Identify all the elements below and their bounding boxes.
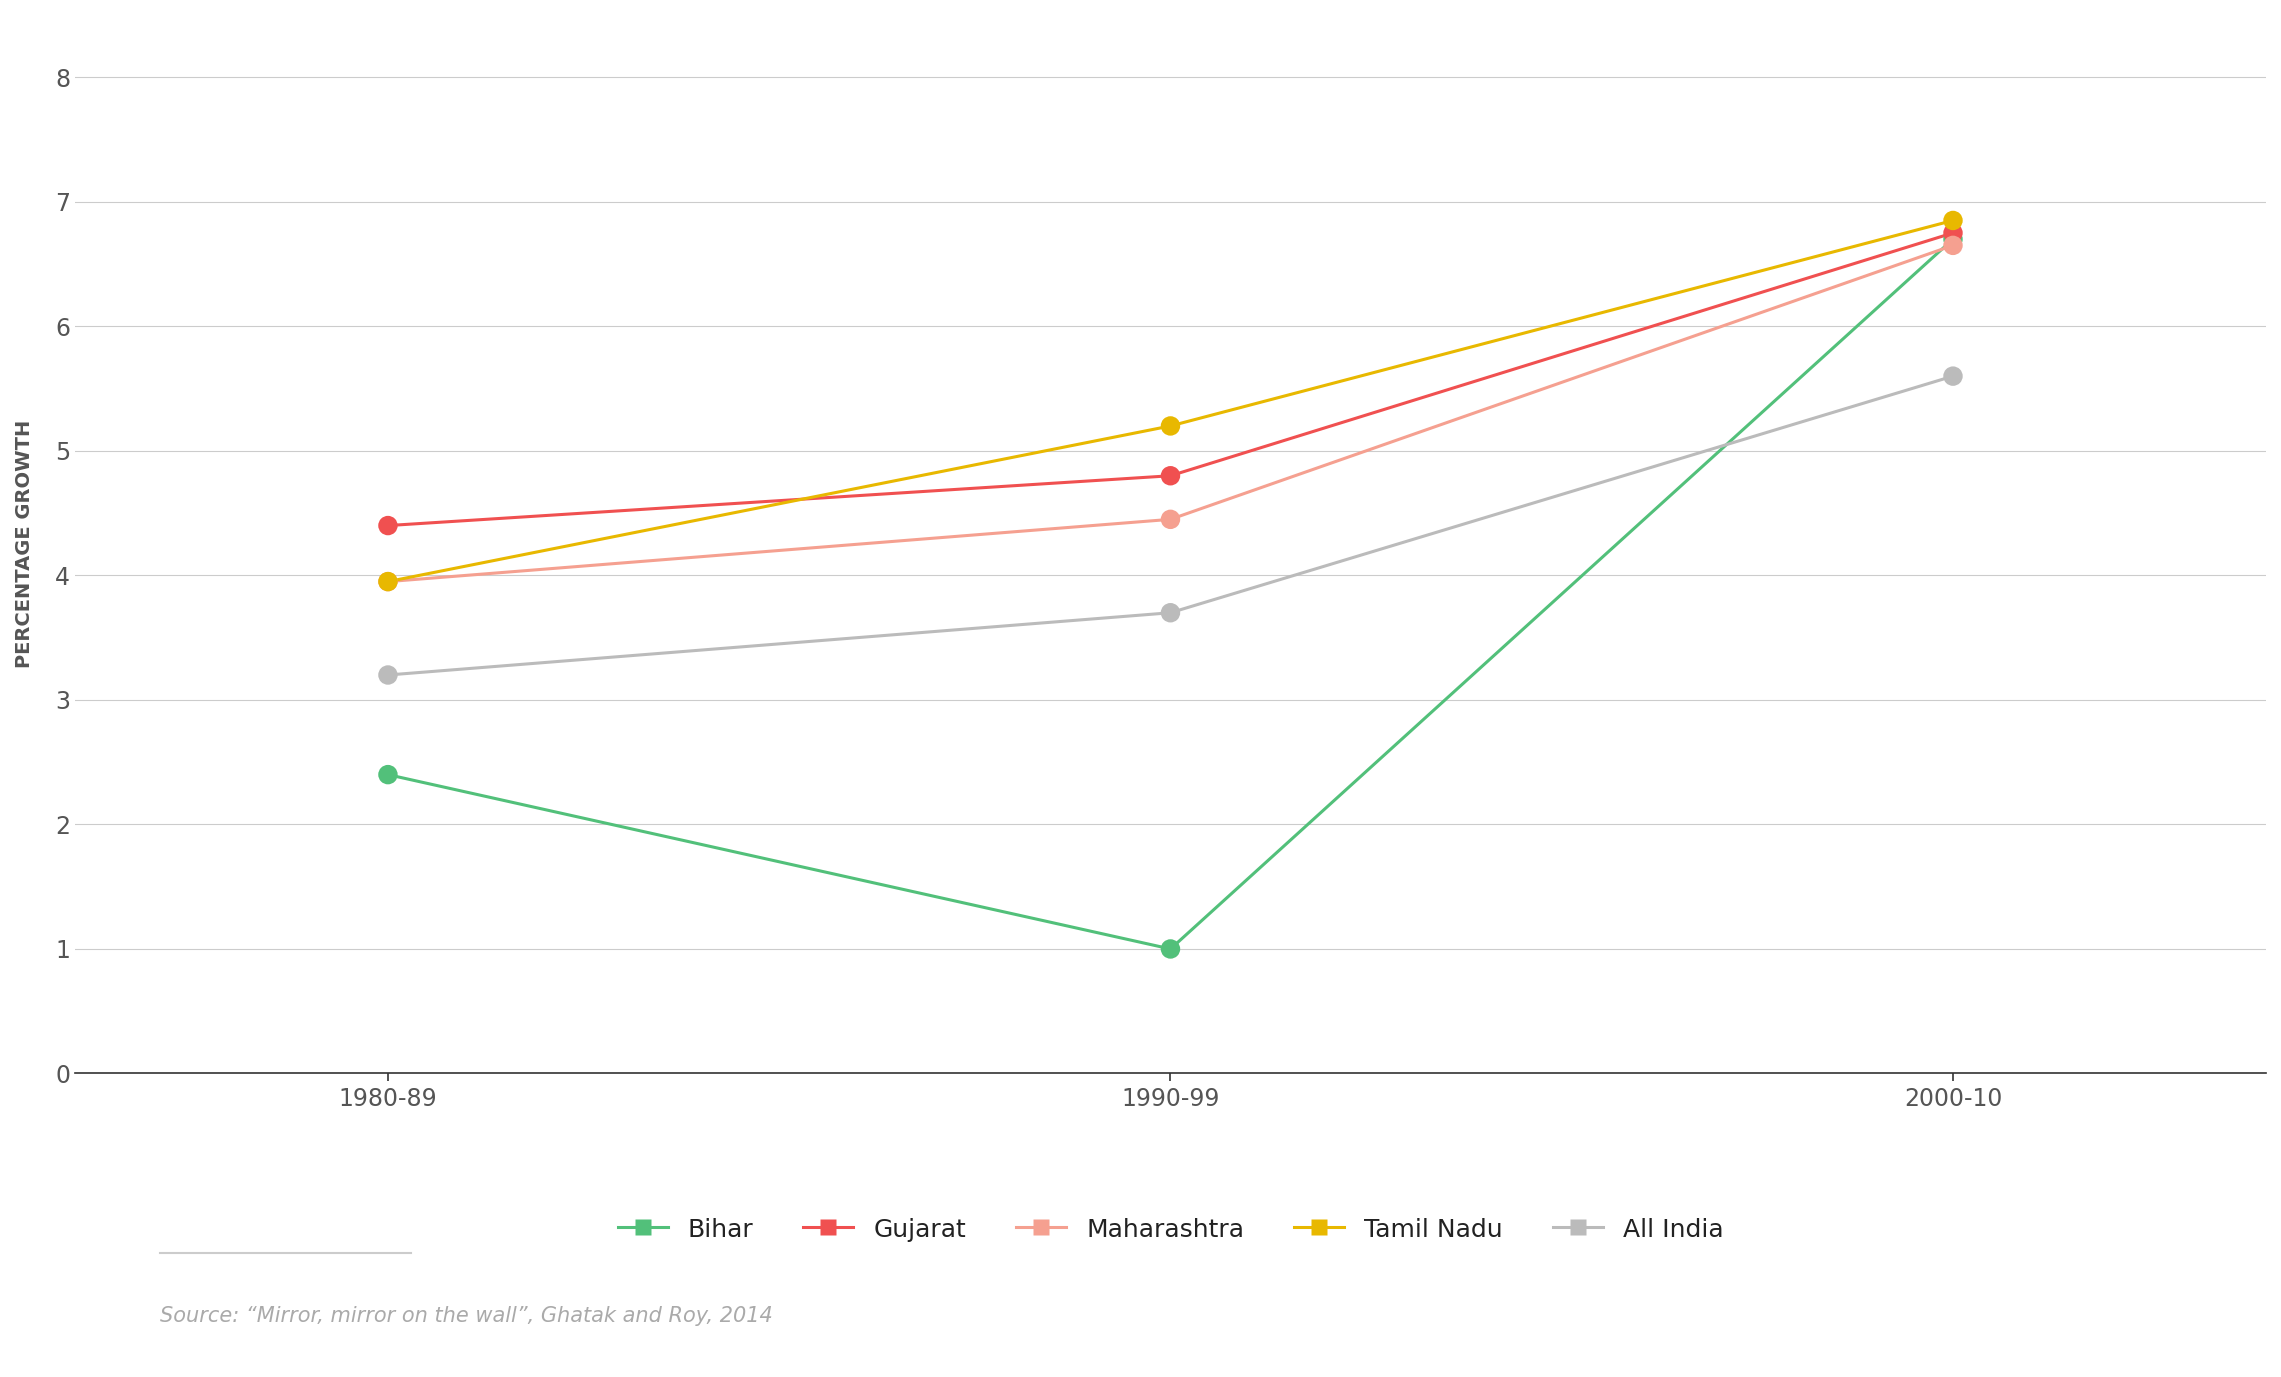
Point <box>1934 209 1971 231</box>
Legend: Bihar, Gujarat, Maharashtra, Tamil Nadu, All India: Bihar, Gujarat, Maharashtra, Tamil Nadu,… <box>607 1206 1734 1252</box>
Point <box>370 570 406 592</box>
Point <box>1934 229 1971 251</box>
Point <box>370 664 406 686</box>
Text: Source: “Mirror, mirror on the wall”, Ghatak and Roy, 2014: Source: “Mirror, mirror on the wall”, Gh… <box>160 1305 773 1326</box>
Point <box>1152 465 1188 487</box>
Point <box>1934 234 1971 256</box>
Point <box>1152 414 1188 437</box>
Point <box>1934 365 1971 387</box>
Point <box>370 764 406 786</box>
Point <box>370 515 406 537</box>
Point <box>370 570 406 592</box>
Y-axis label: PERCENTAGE GROWTH: PERCENTAGE GROWTH <box>16 420 34 668</box>
Point <box>1152 938 1188 960</box>
Point <box>1934 222 1971 244</box>
Point <box>1152 508 1188 530</box>
Point <box>1152 602 1188 624</box>
